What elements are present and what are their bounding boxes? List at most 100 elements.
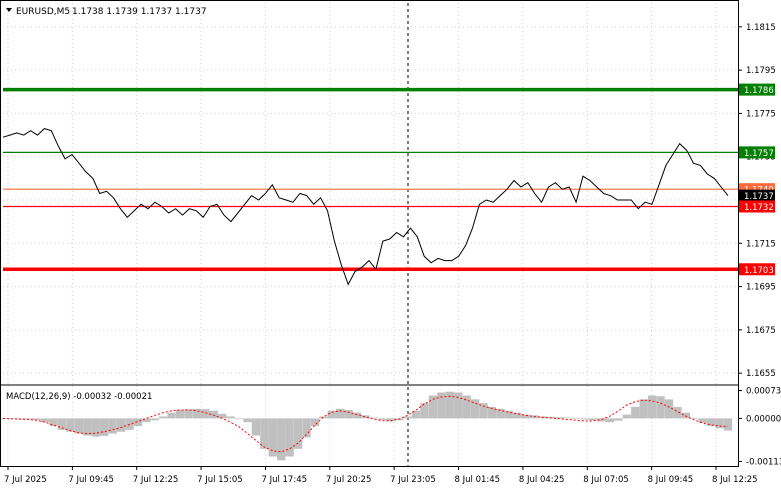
x-tick-label: 8 Jul 12:25 <box>712 475 758 485</box>
macd-histogram-bar <box>142 418 151 423</box>
macd-histogram-bar <box>411 410 421 419</box>
macd-histogram-bar <box>504 410 513 419</box>
macd-histogram-bar <box>361 415 370 419</box>
macd-histogram-bar <box>277 418 286 461</box>
macd-indicator <box>0 391 733 461</box>
macd-histogram-bar <box>352 412 362 419</box>
macd-histogram-bar <box>327 410 336 419</box>
macd-histogram-bar <box>614 418 623 421</box>
support-resistance-levels <box>3 87 738 272</box>
symbol-label: EURUSD,M5 <box>16 7 70 17</box>
x-tick-label: 7 Jul 12:25 <box>133 475 179 485</box>
level-price-tag <box>739 189 775 202</box>
macd-histogram-bar <box>706 418 716 426</box>
x-tick-label: 7 Jul 15:05 <box>197 475 243 485</box>
level-price-tag-label: 1.1737 <box>744 192 774 202</box>
macd-histogram-bar <box>580 418 589 420</box>
macd-histogram-bar <box>116 418 126 432</box>
x-tick-label: 8 Jul 01:45 <box>455 475 501 485</box>
macd-histogram-bar <box>336 408 345 419</box>
macd-label: MACD(12,26,9) -0.00032 -0.00021 <box>6 392 152 402</box>
ohlc-readout: 1.1738 1.1739 1.1737 1.1737 <box>72 7 207 17</box>
macd-histogram-bar <box>563 417 572 419</box>
macd-histogram-bar <box>74 418 84 434</box>
macd-histogram-bar <box>664 399 674 419</box>
y-tick-label: 1.1695 <box>746 283 776 293</box>
macd-histogram-bar <box>150 418 159 421</box>
macd-histogram-bar <box>83 418 92 436</box>
main-panel-frame <box>0 0 739 386</box>
y-tick-label: 1.1715 <box>746 239 776 249</box>
y-tick-label: 1.1655 <box>746 369 776 379</box>
x-tick-label: 7 Jul 20:25 <box>326 475 372 485</box>
macd-histogram-bar <box>293 418 303 449</box>
macd-histogram-bar <box>723 418 733 431</box>
y-tick-label: 1.1675 <box>746 326 776 336</box>
y-tick-label: 1.1795 <box>746 66 776 76</box>
price-series <box>2 128 729 286</box>
macd-histogram-bar <box>420 403 429 419</box>
macd-histogram-bar <box>251 418 261 436</box>
level-price-tag-label: 1.1757 <box>744 149 774 159</box>
macd-histogram-bar <box>479 403 488 419</box>
macd-histogram-bar <box>378 418 387 420</box>
macd-histogram-bar <box>285 418 294 457</box>
level-price-tag-label: 1.1703 <box>744 266 774 276</box>
macd-histogram-bar <box>91 418 100 437</box>
panel-frames <box>0 0 739 467</box>
macd-histogram-bar <box>226 416 235 419</box>
macd-histogram-bar <box>243 418 252 423</box>
dropdown-triangle-icon[interactable] <box>6 8 12 12</box>
macd-histogram-bar <box>234 418 244 420</box>
macd-histogram-bar <box>201 409 210 419</box>
macd-histogram-bar <box>24 418 33 420</box>
level-price-tag-label: 1.1732 <box>744 203 774 213</box>
macd-histogram-bar <box>647 395 657 419</box>
macd-histogram-bar <box>555 417 564 419</box>
macd-histogram-bar <box>513 412 522 419</box>
x-tick-label: 7 Jul 17:45 <box>261 475 307 485</box>
macd-histogram-bar <box>631 406 640 419</box>
macd-histogram-bar <box>184 409 193 419</box>
macd-histogram-bar <box>698 418 707 423</box>
level-price-tag <box>739 263 775 276</box>
macd-histogram-bar <box>218 413 227 419</box>
level-price-tag <box>739 146 775 159</box>
x-tick-label: 7 Jul 23:05 <box>390 475 436 485</box>
macd-histogram-bar <box>681 412 691 419</box>
macd-histogram-bar <box>487 406 497 419</box>
macd-histogram-bar <box>310 418 320 426</box>
grid <box>3 3 738 466</box>
level-price-tag-label: 1.1786 <box>744 86 774 96</box>
x-tick-label: 8 Jul 07:05 <box>583 475 629 485</box>
macd-histogram-bar <box>437 392 446 419</box>
x-tick-label: 7 Jul 2025 <box>4 475 47 485</box>
macd-histogram-bar <box>470 399 480 419</box>
macd-histogram-bar <box>99 418 109 436</box>
macd-histogram-bar <box>588 418 598 421</box>
macd-histogram-bar <box>597 418 606 422</box>
macd-histogram-bar <box>167 412 176 419</box>
macd-histogram-bar <box>192 408 202 419</box>
macd-histogram-bar <box>108 418 117 434</box>
macd-histogram-bar <box>209 410 218 419</box>
macd-histogram-bar <box>454 392 463 419</box>
macd-histogram-bar <box>462 395 471 419</box>
macd-histogram-bar <box>572 418 581 419</box>
level-price-tag <box>739 200 775 213</box>
macd-y-tick-label: -0.00113 <box>746 457 781 467</box>
macd-histogram-bar <box>159 416 168 419</box>
macd-histogram-bar <box>49 418 58 426</box>
macd-histogram-bar <box>66 418 75 432</box>
macd-histogram-bar <box>428 395 438 419</box>
macd-histogram-bar <box>403 416 412 419</box>
macd-histogram-bar <box>260 418 269 449</box>
macd-histogram-bar <box>673 406 682 419</box>
macd-y-tick-label: 0.00000 <box>746 414 781 424</box>
macd-histogram-bar <box>605 418 615 423</box>
y-tick-label: 1.1775 <box>746 109 776 119</box>
price-line <box>2 128 729 286</box>
macd-histogram-bar <box>369 417 379 419</box>
